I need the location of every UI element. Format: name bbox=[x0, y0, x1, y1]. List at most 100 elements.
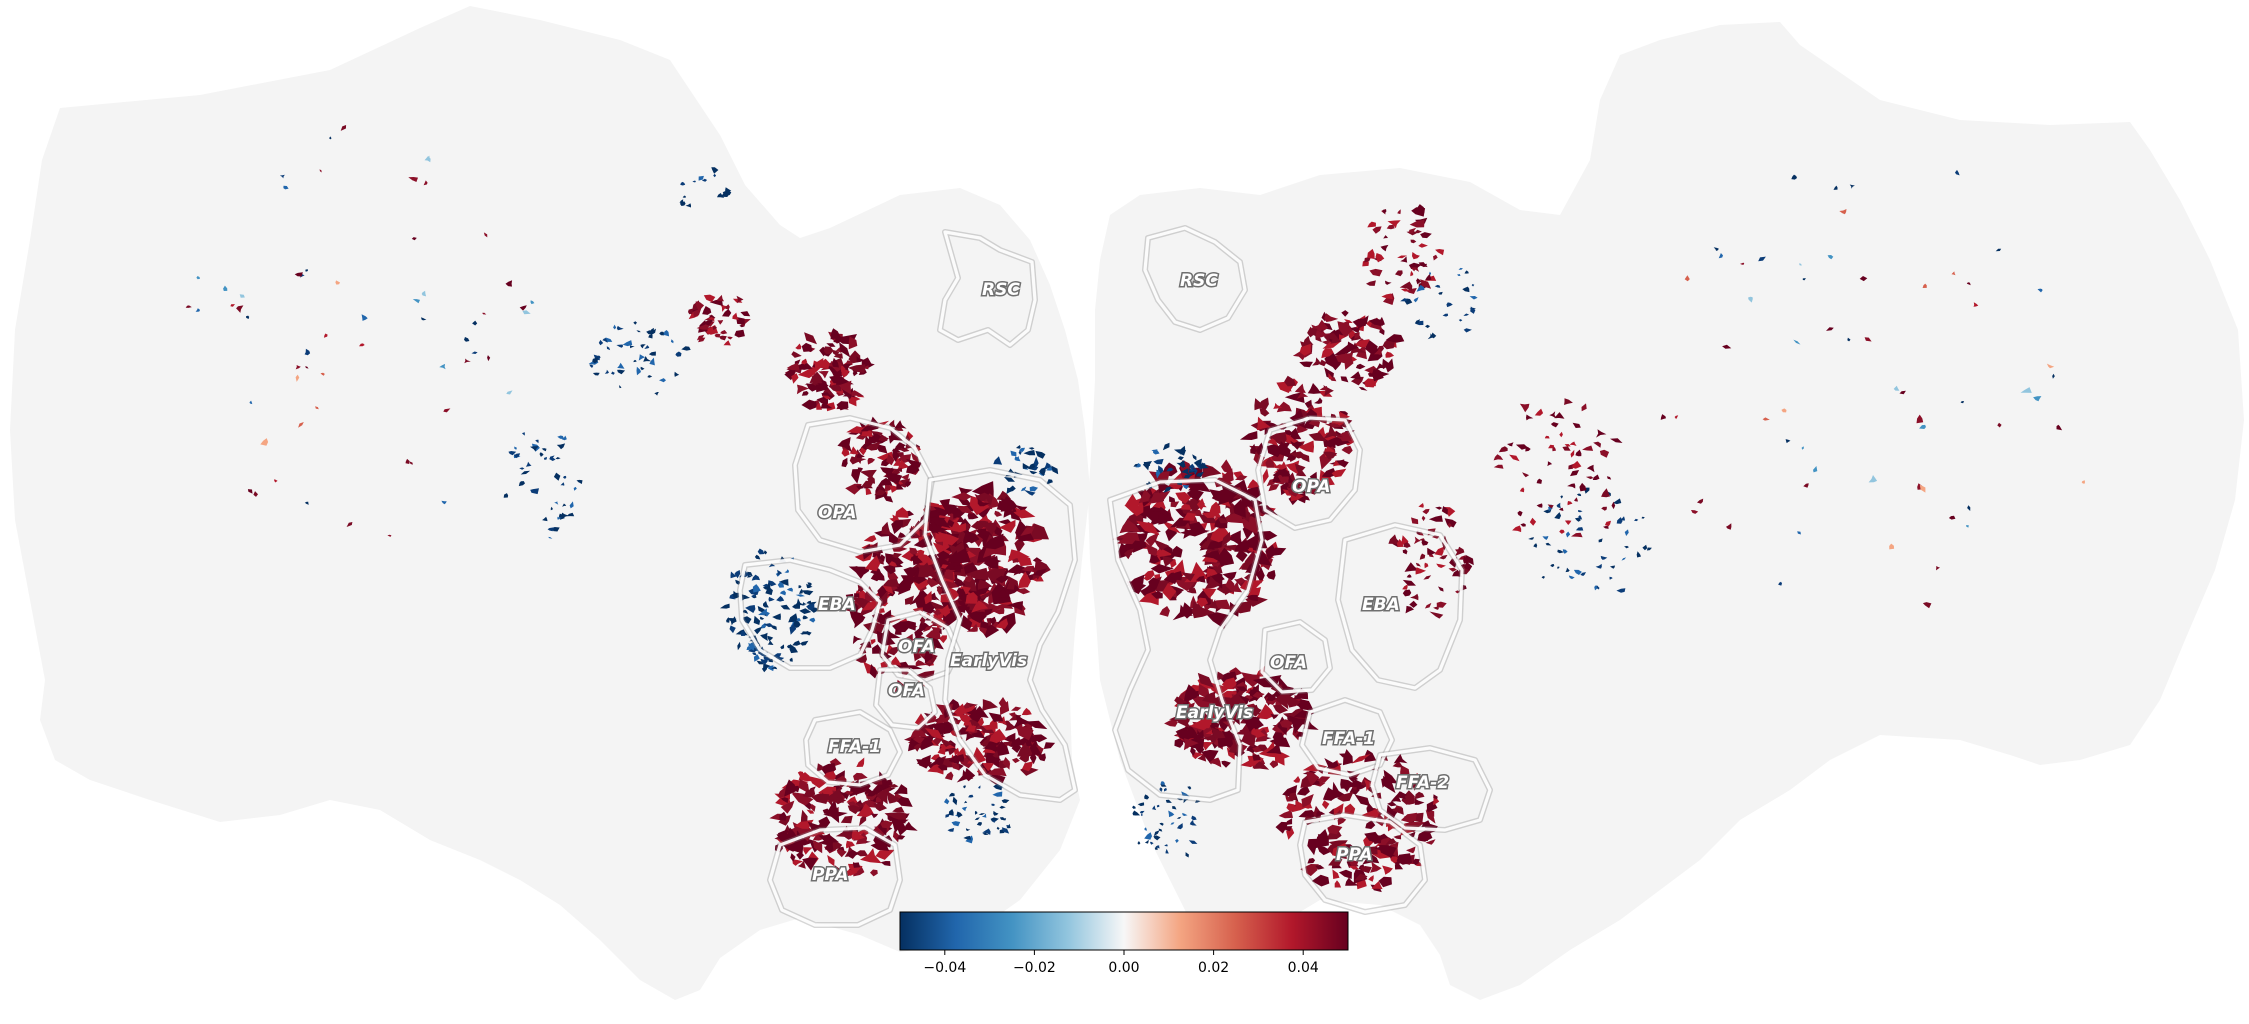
activation-patch bbox=[897, 532, 906, 538]
activation-patch bbox=[617, 369, 626, 375]
activation-patch bbox=[1151, 591, 1163, 599]
activation-patch bbox=[1193, 467, 1198, 475]
activation-patch bbox=[1181, 468, 1189, 475]
activation-patch bbox=[1162, 442, 1170, 451]
activation-patch bbox=[826, 402, 836, 412]
activation-patch bbox=[1316, 776, 1331, 783]
activation-patch bbox=[1565, 531, 1571, 538]
activation-patch bbox=[1314, 829, 1329, 849]
activation-patch bbox=[951, 523, 966, 533]
activation-patch bbox=[720, 603, 730, 609]
activation-patch bbox=[808, 776, 829, 789]
activation-patch bbox=[951, 703, 967, 717]
activation-patch bbox=[1252, 754, 1261, 761]
activation-patch bbox=[846, 849, 860, 857]
activation-patch bbox=[1256, 566, 1265, 584]
activation-patch bbox=[1960, 401, 1965, 404]
activation-patch bbox=[1519, 487, 1525, 493]
activation-patch bbox=[1323, 424, 1344, 439]
activation-patch bbox=[1415, 320, 1424, 326]
activation-patch bbox=[1169, 712, 1189, 725]
activation-patch bbox=[319, 169, 322, 173]
activation-patch bbox=[1256, 550, 1272, 566]
activation-patch bbox=[1298, 440, 1314, 453]
activation-patch bbox=[1241, 731, 1256, 748]
activation-patch bbox=[804, 631, 812, 636]
activation-patch bbox=[777, 785, 788, 803]
activation-patch bbox=[813, 840, 823, 854]
activation-patch bbox=[963, 785, 966, 789]
activation-patch bbox=[1533, 543, 1538, 548]
activation-patch bbox=[883, 495, 894, 503]
activation-patch bbox=[956, 505, 974, 514]
activation-patch bbox=[1155, 469, 1161, 479]
activation-patch bbox=[898, 447, 910, 452]
activation-patch bbox=[1018, 755, 1030, 763]
activation-patch bbox=[1006, 487, 1014, 494]
activation-patch bbox=[239, 294, 245, 298]
activation-patch bbox=[736, 295, 744, 304]
activation-patch bbox=[816, 763, 824, 772]
activation-patch bbox=[1601, 488, 1611, 498]
roi-outline-rsc-left bbox=[938, 230, 1037, 347]
activation-patch bbox=[1406, 846, 1416, 854]
activation-patch bbox=[1433, 606, 1440, 610]
activation-patch bbox=[786, 362, 800, 371]
activation-patch bbox=[1323, 451, 1338, 460]
activation-patch bbox=[1168, 810, 1175, 818]
activation-patch bbox=[1609, 576, 1613, 580]
activation-patch bbox=[971, 600, 989, 613]
activation-patch bbox=[1997, 422, 2002, 428]
activation-patch bbox=[798, 772, 813, 782]
activation-patch bbox=[897, 796, 913, 807]
activation-patch bbox=[1409, 600, 1418, 608]
activation-patch bbox=[1153, 835, 1161, 841]
activation-patch bbox=[1435, 506, 1443, 510]
activation-patch bbox=[1342, 321, 1350, 329]
activation-patch bbox=[472, 320, 478, 326]
activation-patch bbox=[788, 613, 798, 623]
activation-patch bbox=[795, 343, 802, 350]
activation-patch bbox=[799, 588, 803, 594]
activation-patch bbox=[1340, 376, 1349, 383]
activation-patch bbox=[831, 349, 840, 357]
activation-patch bbox=[856, 829, 869, 837]
activation-patch bbox=[841, 869, 858, 876]
activation-patch bbox=[791, 793, 814, 806]
activation-patch bbox=[916, 549, 925, 560]
activation-patch bbox=[928, 506, 937, 511]
activation-patch bbox=[1610, 565, 1616, 569]
roi-label-opa-right: OPA bbox=[1292, 477, 1331, 497]
activation-patch bbox=[1382, 865, 1393, 875]
activation-patch bbox=[1372, 226, 1382, 234]
activation-patch bbox=[904, 821, 918, 831]
activation-patch bbox=[1411, 517, 1419, 525]
activation-patch bbox=[802, 857, 818, 871]
activation-patch bbox=[1164, 719, 1178, 727]
activation-patch bbox=[1226, 747, 1235, 760]
activation-patch bbox=[295, 374, 300, 382]
activation-patch bbox=[1600, 555, 1608, 560]
activation-patch bbox=[856, 803, 874, 817]
activation-patch bbox=[1348, 774, 1359, 782]
activation-patch bbox=[977, 717, 984, 727]
roi-outline-ppa-right bbox=[1298, 813, 1427, 914]
activation-patch bbox=[992, 791, 1003, 797]
activation-patch bbox=[842, 457, 848, 464]
activation-patch bbox=[539, 452, 544, 457]
activation-patch bbox=[1164, 787, 1167, 792]
activation-patch bbox=[260, 438, 269, 446]
activation-patch bbox=[956, 587, 964, 598]
activation-patch bbox=[928, 517, 951, 529]
activation-patch bbox=[1545, 542, 1552, 546]
activation-patch bbox=[757, 605, 766, 613]
activation-patch bbox=[1554, 512, 1561, 520]
activation-patch bbox=[1038, 753, 1046, 762]
activation-patch bbox=[999, 519, 1016, 533]
activation-patch bbox=[1188, 840, 1198, 844]
activation-patch bbox=[1342, 749, 1353, 766]
activation-patch bbox=[1296, 424, 1309, 434]
activation-patch bbox=[916, 596, 926, 607]
activation-patch bbox=[1214, 477, 1233, 488]
activation-patch bbox=[249, 400, 253, 405]
